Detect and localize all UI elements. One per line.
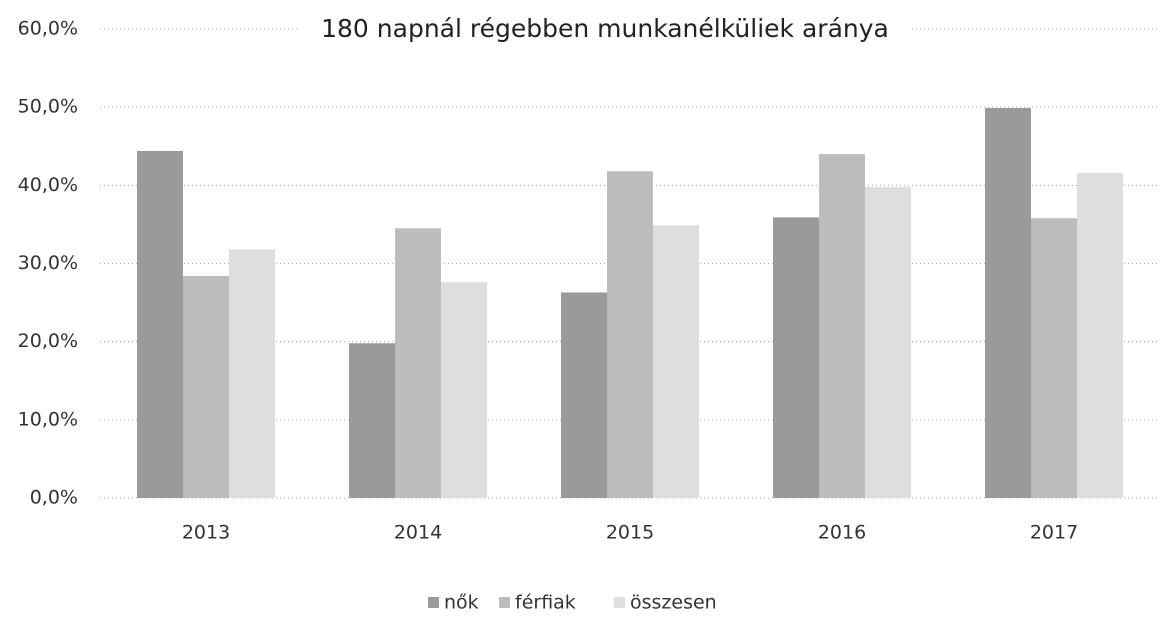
- title-background: [300, 12, 910, 48]
- bar: [183, 276, 229, 498]
- bar: [349, 343, 395, 498]
- legend-swatch: [614, 597, 625, 608]
- legend-label: nők: [444, 592, 479, 614]
- bar: [985, 107, 1031, 498]
- bar: [773, 217, 819, 499]
- legend-swatch: [428, 597, 439, 608]
- x-tick-label: 2014: [394, 522, 442, 544]
- bar: [865, 186, 911, 498]
- bar: [1031, 218, 1077, 498]
- bar: [653, 225, 699, 498]
- x-tick-label: 2016: [818, 522, 866, 544]
- bar: [819, 154, 865, 499]
- y-tick-label: 60,0%: [18, 18, 78, 40]
- legend-label: férfiak: [515, 592, 576, 614]
- bar: [441, 282, 487, 498]
- y-tick-label: 0,0%: [30, 487, 78, 509]
- bar: [561, 292, 607, 498]
- y-tick-label: 40,0%: [18, 174, 78, 196]
- x-tick-label: 2013: [182, 522, 230, 544]
- y-tick-label: 20,0%: [18, 330, 78, 352]
- y-tick-label: 50,0%: [18, 96, 78, 118]
- y-tick-label: 10,0%: [18, 408, 78, 430]
- y-tick-label: 30,0%: [18, 252, 78, 274]
- bar: [229, 249, 275, 498]
- legend-label: összesen: [630, 592, 717, 614]
- bar: [1077, 172, 1123, 498]
- x-tick-label: 2015: [606, 522, 654, 544]
- bar: [137, 150, 183, 498]
- x-tick-label: 2017: [1030, 522, 1078, 544]
- chart-title: 180 napnál régebben munkanélküliek arány…: [321, 14, 889, 43]
- bar: [607, 171, 653, 498]
- legend-swatch: [499, 597, 510, 608]
- bar: [395, 228, 441, 498]
